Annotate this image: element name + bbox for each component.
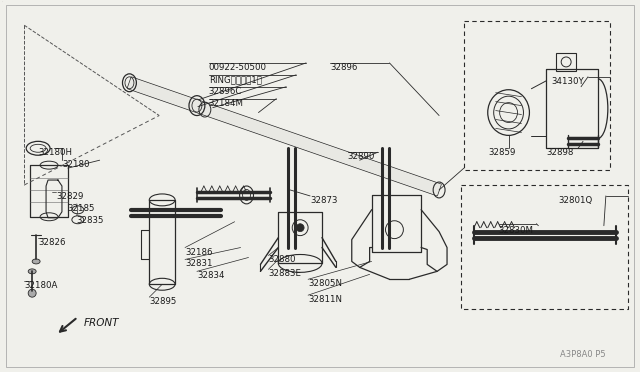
Text: FRONT: FRONT <box>84 318 119 328</box>
Ellipse shape <box>32 259 40 264</box>
Text: 32185: 32185 <box>67 204 95 213</box>
Text: 32831: 32831 <box>185 259 212 269</box>
Text: 32805N: 32805N <box>308 279 342 288</box>
Text: A3P8A0 P5: A3P8A0 P5 <box>560 350 606 359</box>
Bar <box>556 53 576 71</box>
Text: 32826: 32826 <box>38 238 66 247</box>
Text: 32880: 32880 <box>268 256 296 264</box>
Text: 32896C: 32896C <box>209 87 242 96</box>
Text: 32896: 32896 <box>330 63 357 72</box>
Text: 32883E: 32883E <box>268 269 301 278</box>
Text: 32898: 32898 <box>547 148 573 157</box>
Text: 32834: 32834 <box>197 271 225 280</box>
Circle shape <box>28 289 36 297</box>
Text: 32186: 32186 <box>185 247 212 257</box>
Circle shape <box>296 224 304 232</box>
Text: 32890: 32890 <box>348 152 375 161</box>
Text: 32184M: 32184M <box>209 99 244 108</box>
Text: 32180A: 32180A <box>24 281 58 290</box>
Bar <box>30 165 68 217</box>
Polygon shape <box>127 77 441 196</box>
Text: 34130Y: 34130Y <box>551 77 584 86</box>
Bar <box>372 195 421 253</box>
Text: 32180: 32180 <box>62 160 90 169</box>
Ellipse shape <box>28 269 36 274</box>
Text: 32835: 32835 <box>77 216 104 225</box>
Text: RINGリング（1）: RINGリング（1） <box>209 75 262 84</box>
Text: 00922-50500: 00922-50500 <box>209 63 267 72</box>
Bar <box>149 200 175 284</box>
Bar <box>278 212 322 263</box>
Bar <box>547 69 598 148</box>
Text: 32859: 32859 <box>489 148 516 157</box>
Text: 32873: 32873 <box>310 196 337 205</box>
Text: 32895: 32895 <box>149 297 177 306</box>
Text: 32801Q: 32801Q <box>558 196 593 205</box>
Text: 32811N: 32811N <box>308 295 342 304</box>
Text: 32829: 32829 <box>56 192 83 201</box>
Text: 32830M: 32830M <box>499 226 534 235</box>
Text: 32180H: 32180H <box>38 148 72 157</box>
